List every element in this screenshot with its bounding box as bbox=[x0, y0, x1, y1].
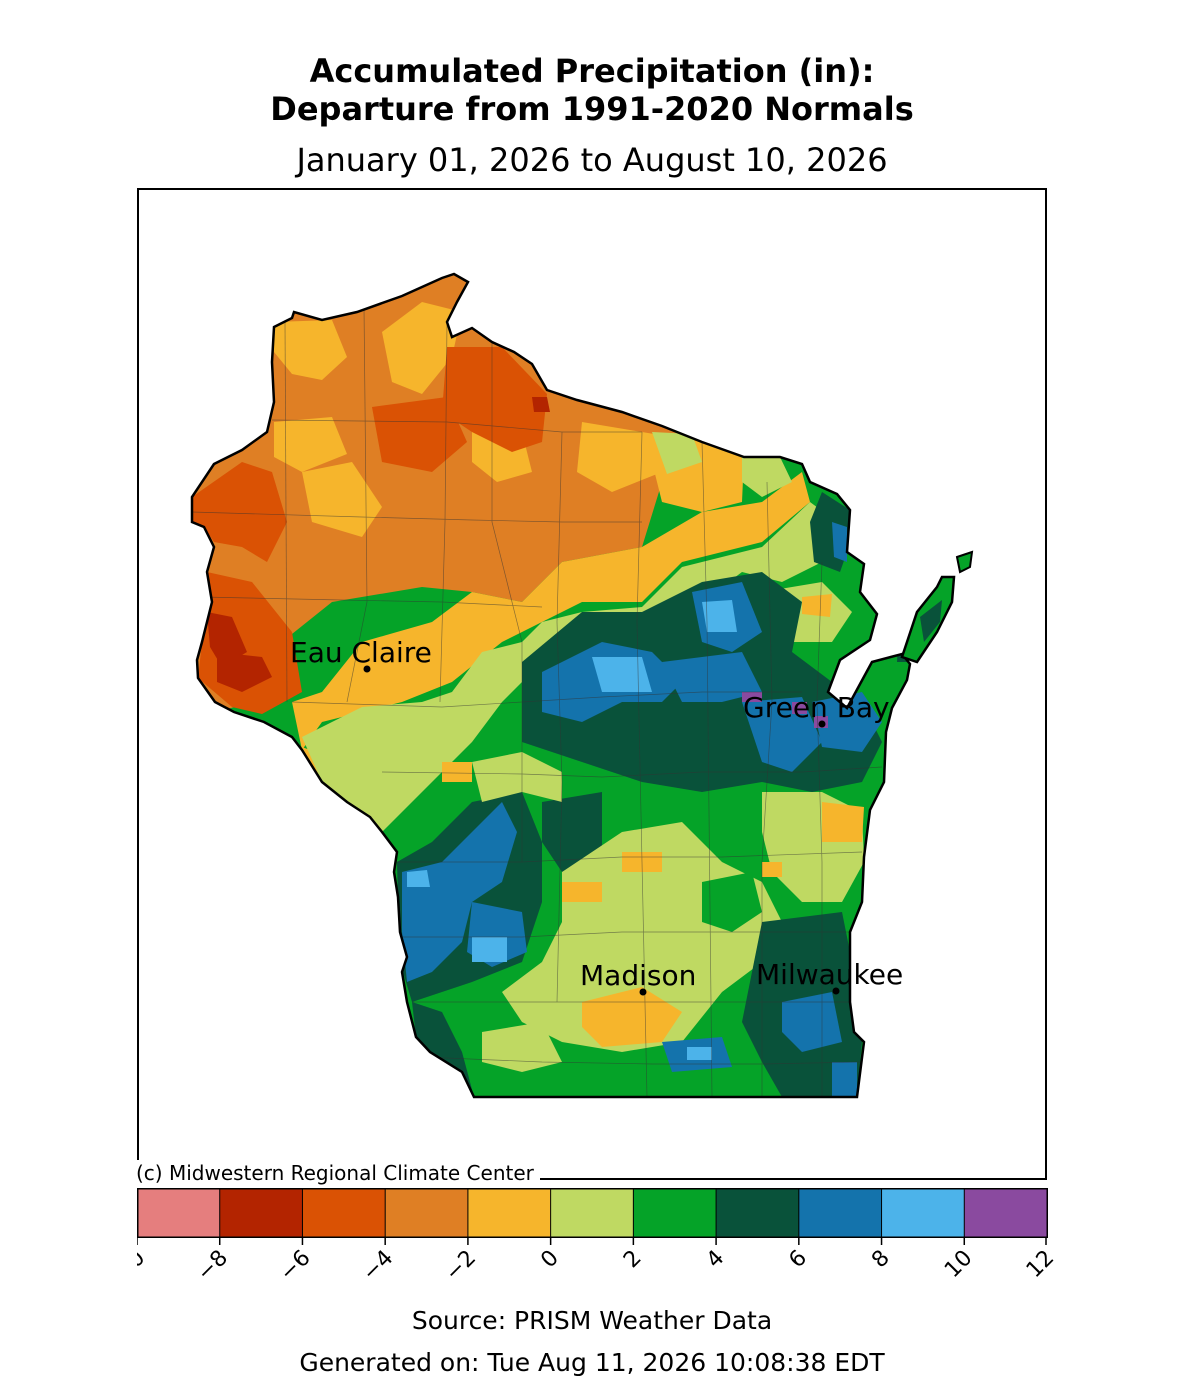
city-dot-eau-claire bbox=[363, 665, 371, 673]
city-label-eau-claire: Eau Claire bbox=[290, 636, 432, 669]
color-legend: −10 −8 −6 −4 −2 0 2 4 6 8 10 12 bbox=[137, 1188, 1057, 1297]
city-label-madison: Madison bbox=[580, 959, 696, 992]
legend-tick-label: −8 bbox=[192, 1246, 233, 1287]
city-markers: Eau Claire Green Bay Madison Milwaukee bbox=[290, 636, 903, 996]
legend-bin bbox=[881, 1188, 966, 1238]
legend-bin bbox=[301, 1188, 387, 1238]
legend-tick-label: 6 bbox=[784, 1246, 812, 1274]
legend-bin bbox=[632, 1188, 718, 1238]
county-boundaries bbox=[192, 306, 883, 1097]
washington-island bbox=[955, 550, 974, 574]
precipitation-map: Eau Claire Green Bay Madison Milwaukee bbox=[190, 272, 974, 1099]
city-dot-milwaukee bbox=[832, 987, 840, 995]
legend-tick-label: 8 bbox=[867, 1246, 895, 1274]
legend-bin bbox=[550, 1188, 635, 1238]
legend-bin bbox=[798, 1188, 883, 1238]
legend-bin bbox=[963, 1188, 1048, 1238]
legend-tick-label: −6 bbox=[275, 1246, 316, 1287]
city-label-milwaukee: Milwaukee bbox=[756, 958, 903, 991]
legend-bin bbox=[384, 1188, 469, 1238]
legend-tick-label: 10 bbox=[940, 1246, 977, 1283]
legend-bin bbox=[219, 1188, 304, 1238]
legend-tick-label: −4 bbox=[358, 1246, 399, 1287]
map-title-line1: Accumulated Precipitation (in): bbox=[309, 52, 875, 90]
legend-tick-label: 12 bbox=[1022, 1246, 1057, 1283]
legend-tick-label: −10 bbox=[137, 1246, 150, 1297]
source-text: Source: PRISM Weather Data bbox=[411, 1306, 773, 1335]
city-dot-green-bay bbox=[818, 720, 826, 728]
map-title-line2: Departure from 1991-2020 Normals bbox=[270, 90, 914, 128]
legend-bin bbox=[467, 1188, 552, 1238]
city-dot-madison bbox=[639, 988, 647, 996]
credit-text: (c) Midwestern Regional Climate Center bbox=[134, 1160, 540, 1186]
wisconsin-outline bbox=[190, 272, 912, 1099]
legend-tick-label: 2 bbox=[619, 1246, 647, 1274]
city-label-green-bay: Green Bay bbox=[743, 691, 890, 724]
map-frame: Eau Claire Green Bay Madison Milwaukee bbox=[137, 188, 1047, 1180]
legend-bin bbox=[715, 1188, 800, 1238]
date-range-subtitle: January 01, 2026 to August 10, 2026 bbox=[296, 141, 888, 179]
generated-timestamp: Generated on: Tue Aug 11, 2026 10:08:38 … bbox=[299, 1348, 885, 1377]
legend-tick-label: −2 bbox=[441, 1246, 482, 1287]
legend-border bbox=[137, 1188, 1048, 1238]
legend-tick-label: 0 bbox=[536, 1246, 564, 1274]
legend-bin bbox=[137, 1188, 221, 1238]
legend-tick-label: 4 bbox=[702, 1246, 730, 1274]
